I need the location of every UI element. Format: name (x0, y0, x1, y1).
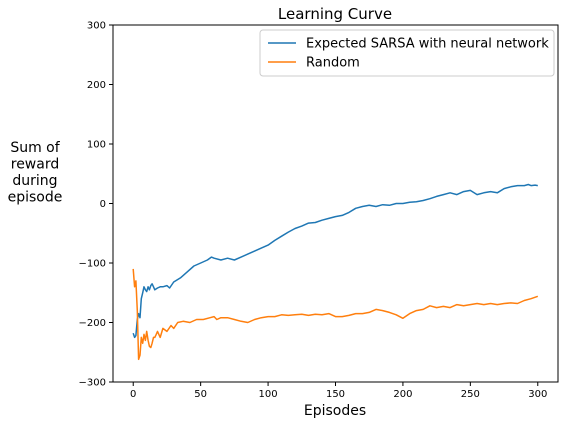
y-tick-label: 100 (87, 140, 106, 151)
x-tick-label: 150 (326, 389, 345, 400)
x-tick-label: 200 (393, 389, 412, 400)
y-tick-label: −100 (79, 259, 106, 270)
x-tick-label: 300 (528, 389, 547, 400)
legend-label: Random (306, 56, 360, 71)
legend-box (259, 29, 555, 77)
plot-lines (132, 183, 539, 361)
y-axis-label-line: episode (8, 190, 63, 206)
y-tick-label: −300 (79, 378, 106, 389)
legend: Expected SARSA with neural network Random (259, 29, 555, 77)
x-tick-label: 0 (130, 389, 136, 400)
series-line-random (132, 268, 539, 361)
y-tick-label: 200 (87, 80, 106, 91)
legend-label: Expected SARSA with neural network (306, 37, 549, 52)
x-tick-label: 100 (259, 389, 278, 400)
y-tick-label: −200 (79, 318, 106, 329)
y-axis-label-line: reward (11, 157, 60, 173)
axes: 0 50 100 150 200 250 300 −300 −200 −100 0 100 200 300 (79, 21, 548, 401)
y-axis-label-line: Sum of (10, 140, 60, 156)
y-tick-label: 300 (87, 21, 106, 32)
plot-frame (112, 24, 559, 383)
x-tick-label: 50 (194, 389, 207, 400)
x-axis-label: Episodes (304, 403, 366, 419)
y-axis-label-line: during (12, 173, 57, 189)
x-tick-label: 250 (461, 389, 480, 400)
series-line-expected-sarsa (132, 183, 538, 339)
chart-title: Learning Curve (278, 5, 392, 23)
y-tick-label: 0 (100, 199, 106, 210)
